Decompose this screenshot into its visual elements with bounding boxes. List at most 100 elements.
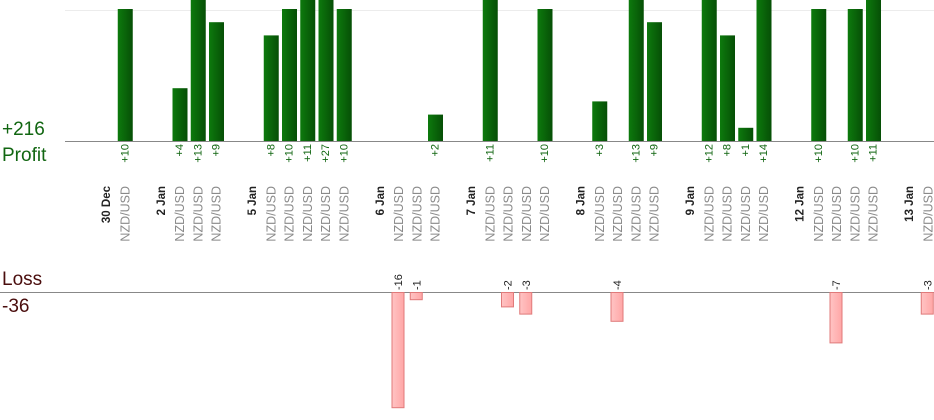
profit-value-label: +11 — [302, 144, 314, 162]
profit-bar — [647, 22, 662, 142]
profit-bar — [482, 0, 498, 141]
pair-label: NZD/USD — [629, 186, 643, 242]
loss-label: Loss — [2, 269, 43, 290]
profit-bar — [190, 0, 206, 141]
pair-label: NZD/USD — [739, 186, 753, 242]
profit-value-label: +13 — [630, 144, 642, 163]
pair-label: NZD/USD — [611, 186, 625, 242]
pair-label: NZD/USD — [921, 186, 934, 242]
profit-bar — [282, 9, 297, 141]
profit-value-label: +10 — [813, 144, 825, 163]
pair-label: NZD/USD — [702, 186, 716, 242]
pair-label: NZD/USD — [191, 186, 205, 242]
loss-bar — [391, 292, 405, 409]
profit-value-label: +10 — [119, 144, 131, 163]
profit-value-label: +8 — [722, 144, 734, 157]
date-label: 5 Jan — [247, 186, 259, 215]
pair-label: NZD/USD — [593, 186, 607, 242]
pair-label: NZD/USD — [392, 186, 406, 242]
date-label: 30 Dec — [101, 185, 113, 223]
pair-label: NZD/USD — [319, 186, 333, 242]
pair-label: NZD/USD — [410, 186, 424, 242]
profit-value-label: +8 — [265, 144, 277, 157]
pair-label: NZD/USD — [301, 186, 315, 242]
loss-value-label: -16 — [393, 274, 405, 290]
date-label: 12 Jan — [795, 186, 807, 222]
profit-value-label: +11 — [484, 144, 496, 162]
date-label: 9 Jan — [685, 186, 697, 215]
profit-bar — [701, 0, 717, 141]
profit-bar — [738, 127, 754, 141]
pair-label: NZD/USD — [757, 186, 771, 242]
profit-bar — [300, 0, 316, 141]
profit-bar — [318, 0, 334, 141]
profit-value-label: +9 — [211, 144, 223, 157]
loss-value-label: -1 — [411, 280, 423, 290]
pair-label: NZD/USD — [502, 186, 516, 242]
profit-bar — [336, 9, 352, 141]
profit-bar — [172, 88, 188, 141]
profit-value-label: +2 — [430, 144, 442, 157]
profit-bar — [866, 0, 881, 141]
pair-label: NZD/USD — [830, 186, 844, 242]
profit-value-label: +10 — [284, 144, 296, 163]
pair-label: NZD/USD — [538, 186, 552, 242]
profit-value-label: +13 — [192, 144, 204, 163]
date-label: 7 Jan — [466, 186, 478, 215]
profit-value-label: +12 — [703, 144, 715, 163]
profit-bar — [117, 9, 133, 141]
pair-label: NZD/USD — [867, 186, 881, 242]
pair-label: NZD/USD — [483, 186, 497, 242]
pair-label: NZD/USD — [848, 186, 862, 242]
loss-bar — [610, 292, 624, 322]
pair-label: NZD/USD — [812, 186, 826, 242]
pair-label: NZD/USD — [520, 186, 534, 242]
profit-value-label: +3 — [594, 144, 606, 157]
profit-value-label: +1 — [740, 144, 752, 157]
loss-value-label: -2 — [503, 280, 515, 290]
profit-bar — [720, 35, 735, 141]
pair-label: NZD/USD — [173, 186, 187, 242]
profit-bar — [592, 101, 608, 141]
loss-value-label: -3 — [521, 280, 533, 290]
profit-value-label: +10 — [849, 144, 861, 163]
profit-value-label: +27 — [320, 144, 332, 163]
date-label: 2 Jan — [156, 186, 168, 215]
profit-value-label: +9 — [649, 144, 661, 157]
profit-bar — [628, 0, 644, 141]
pair-label: NZD/USD — [118, 186, 132, 242]
loss-value-label: -3 — [922, 280, 934, 290]
profit-value-label: +14 — [758, 144, 770, 163]
pair-label: NZD/USD — [429, 186, 443, 242]
profit-bar — [428, 114, 443, 141]
profit-bar — [537, 9, 553, 141]
profit-bar — [263, 35, 279, 141]
pair-label: NZD/USD — [264, 186, 278, 242]
loss-bar — [501, 292, 514, 308]
loss-value-label: -4 — [612, 280, 624, 290]
pair-label: NZD/USD — [283, 186, 297, 242]
loss-total: -36 — [2, 296, 30, 317]
loss-value-label: -7 — [831, 280, 843, 290]
loss-bar — [519, 292, 533, 315]
date-label: 8 Jan — [576, 186, 588, 215]
profit-bar — [847, 9, 863, 141]
loss-bar — [409, 292, 423, 301]
profit-bar — [209, 22, 224, 142]
profit-bar — [811, 9, 827, 141]
date-label: 6 Jan — [375, 186, 387, 215]
date-label: 13 Jan — [904, 186, 916, 222]
profit-value-label: +10 — [338, 144, 350, 163]
pair-label: NZD/USD — [648, 186, 662, 242]
profit-value-label: +4 — [174, 144, 186, 157]
loss-bar — [920, 292, 934, 315]
pair-label: NZD/USD — [210, 186, 224, 242]
profit-total: +216 — [2, 119, 45, 140]
profit-value-label: +10 — [539, 144, 551, 163]
profit-label: Profit — [2, 145, 47, 166]
pair-label: NZD/USD — [721, 186, 735, 242]
profit-bar — [756, 0, 772, 141]
pair-label: NZD/USD — [337, 186, 351, 242]
profit-value-label: +11 — [868, 144, 880, 162]
